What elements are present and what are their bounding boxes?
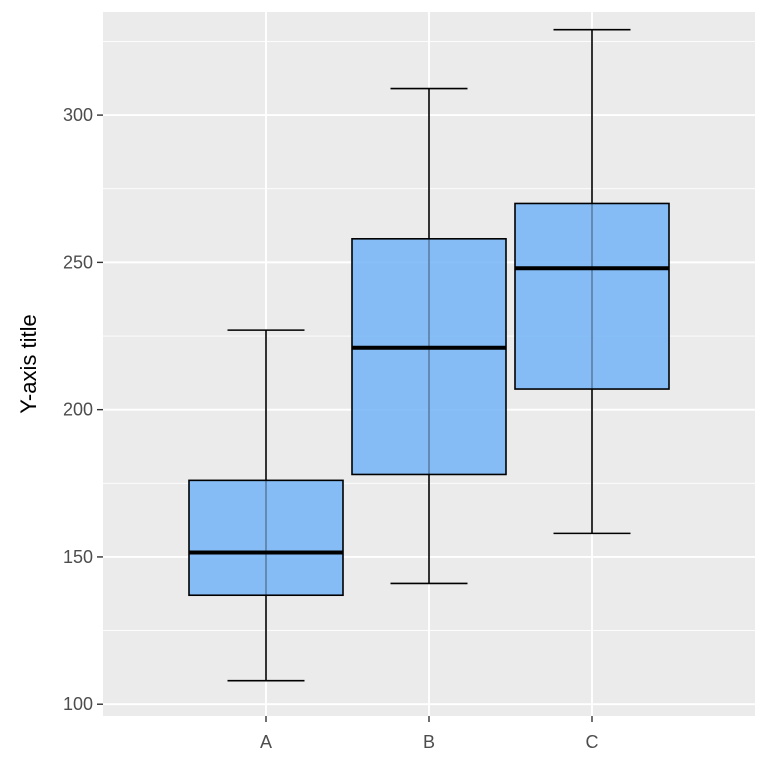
y-tick-label: 100 (63, 694, 93, 714)
y-tick-label: 150 (63, 547, 93, 567)
y-tick-label: 200 (63, 400, 93, 420)
x-tick-label: B (423, 732, 435, 752)
x-axis: A B C (260, 716, 599, 752)
x-tick-label: C (586, 732, 599, 752)
y-axis: 100 150 200 250 300 (63, 105, 103, 714)
box-B (351, 87, 507, 585)
boxes (188, 28, 670, 682)
x-tick-label: A (260, 732, 272, 752)
y-tick-label: 250 (63, 252, 93, 272)
y-tick-label: 300 (63, 105, 93, 125)
box-A (188, 329, 344, 682)
box-C (514, 28, 670, 535)
y-axis-title: Y-axis title (16, 314, 41, 413)
